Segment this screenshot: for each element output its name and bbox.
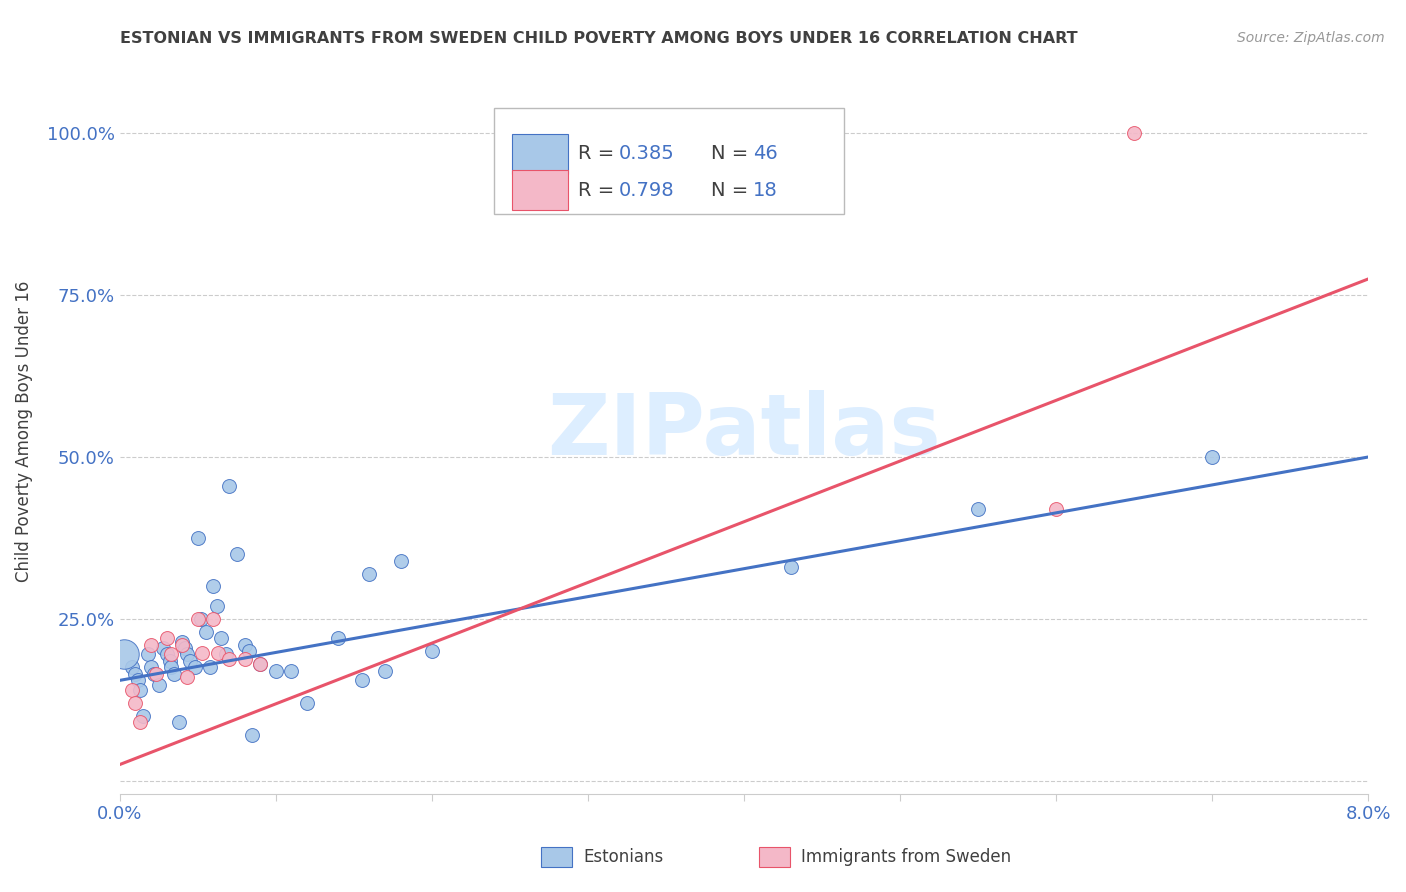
Point — [159, 654, 181, 668]
Text: R =: R = — [578, 181, 620, 200]
Point — [249, 657, 271, 672]
Point — [420, 644, 443, 658]
Point — [148, 678, 170, 692]
Text: R =: R = — [578, 145, 620, 163]
Point — [225, 547, 247, 561]
Point — [202, 612, 225, 626]
Text: 18: 18 — [754, 181, 778, 200]
Point — [238, 644, 260, 658]
Point — [242, 728, 264, 742]
Point — [124, 696, 146, 710]
Point — [190, 612, 212, 626]
Point — [155, 632, 177, 646]
Text: 0.798: 0.798 — [619, 181, 673, 200]
Point — [218, 652, 240, 666]
Point — [172, 638, 194, 652]
Point — [202, 579, 225, 593]
Point — [132, 709, 155, 723]
Point — [328, 632, 350, 646]
Point — [121, 660, 143, 674]
Point — [121, 683, 143, 698]
Point — [389, 553, 412, 567]
Text: N =: N = — [711, 145, 755, 163]
Text: Immigrants from Sweden: Immigrants from Sweden — [801, 848, 1011, 866]
Point — [359, 566, 381, 581]
Point — [207, 646, 229, 660]
Point — [172, 634, 194, 648]
Point — [779, 560, 801, 574]
Text: 0.385: 0.385 — [619, 145, 673, 163]
Text: Source: ZipAtlas.com: Source: ZipAtlas.com — [1237, 31, 1385, 45]
Point — [374, 664, 396, 678]
Point — [160, 648, 183, 662]
Point — [129, 683, 152, 698]
Point — [114, 648, 136, 662]
Text: ESTONIAN VS IMMIGRANTS FROM SWEDEN CHILD POVERTY AMONG BOYS UNDER 16 CORRELATION: ESTONIAN VS IMMIGRANTS FROM SWEDEN CHILD… — [120, 31, 1077, 46]
Text: N =: N = — [711, 181, 755, 200]
Point — [160, 660, 183, 674]
Point — [167, 715, 190, 730]
Point — [152, 640, 174, 655]
Point — [136, 648, 159, 662]
Point — [187, 612, 209, 626]
Text: ZIPatlas: ZIPatlas — [547, 390, 941, 473]
Point — [249, 657, 271, 672]
Point — [280, 664, 302, 678]
Point — [127, 673, 149, 688]
Point — [187, 531, 209, 545]
Point — [129, 715, 152, 730]
Point — [176, 670, 198, 684]
Point — [145, 666, 167, 681]
Point — [350, 673, 373, 688]
Point — [124, 666, 146, 681]
Point — [1045, 501, 1067, 516]
Point — [1123, 126, 1146, 140]
Point — [139, 638, 162, 652]
Text: 46: 46 — [754, 145, 778, 163]
Point — [191, 646, 214, 660]
Point — [233, 652, 256, 666]
Point — [205, 599, 228, 613]
Point — [174, 640, 197, 655]
Point — [143, 666, 166, 681]
Point — [215, 648, 238, 662]
Point — [194, 624, 217, 639]
Point — [155, 648, 177, 662]
Point — [179, 654, 201, 668]
Point — [176, 648, 198, 662]
Point — [233, 638, 256, 652]
Point — [200, 660, 222, 674]
Point — [183, 660, 205, 674]
Point — [1201, 450, 1223, 464]
Point — [967, 501, 990, 516]
Y-axis label: Child Poverty Among Boys Under 16: Child Poverty Among Boys Under 16 — [15, 280, 32, 582]
Point — [264, 664, 287, 678]
Point — [209, 632, 232, 646]
Point — [139, 660, 162, 674]
Point — [163, 666, 186, 681]
Text: Estonians: Estonians — [583, 848, 664, 866]
Point — [218, 479, 240, 493]
Point — [295, 696, 318, 710]
